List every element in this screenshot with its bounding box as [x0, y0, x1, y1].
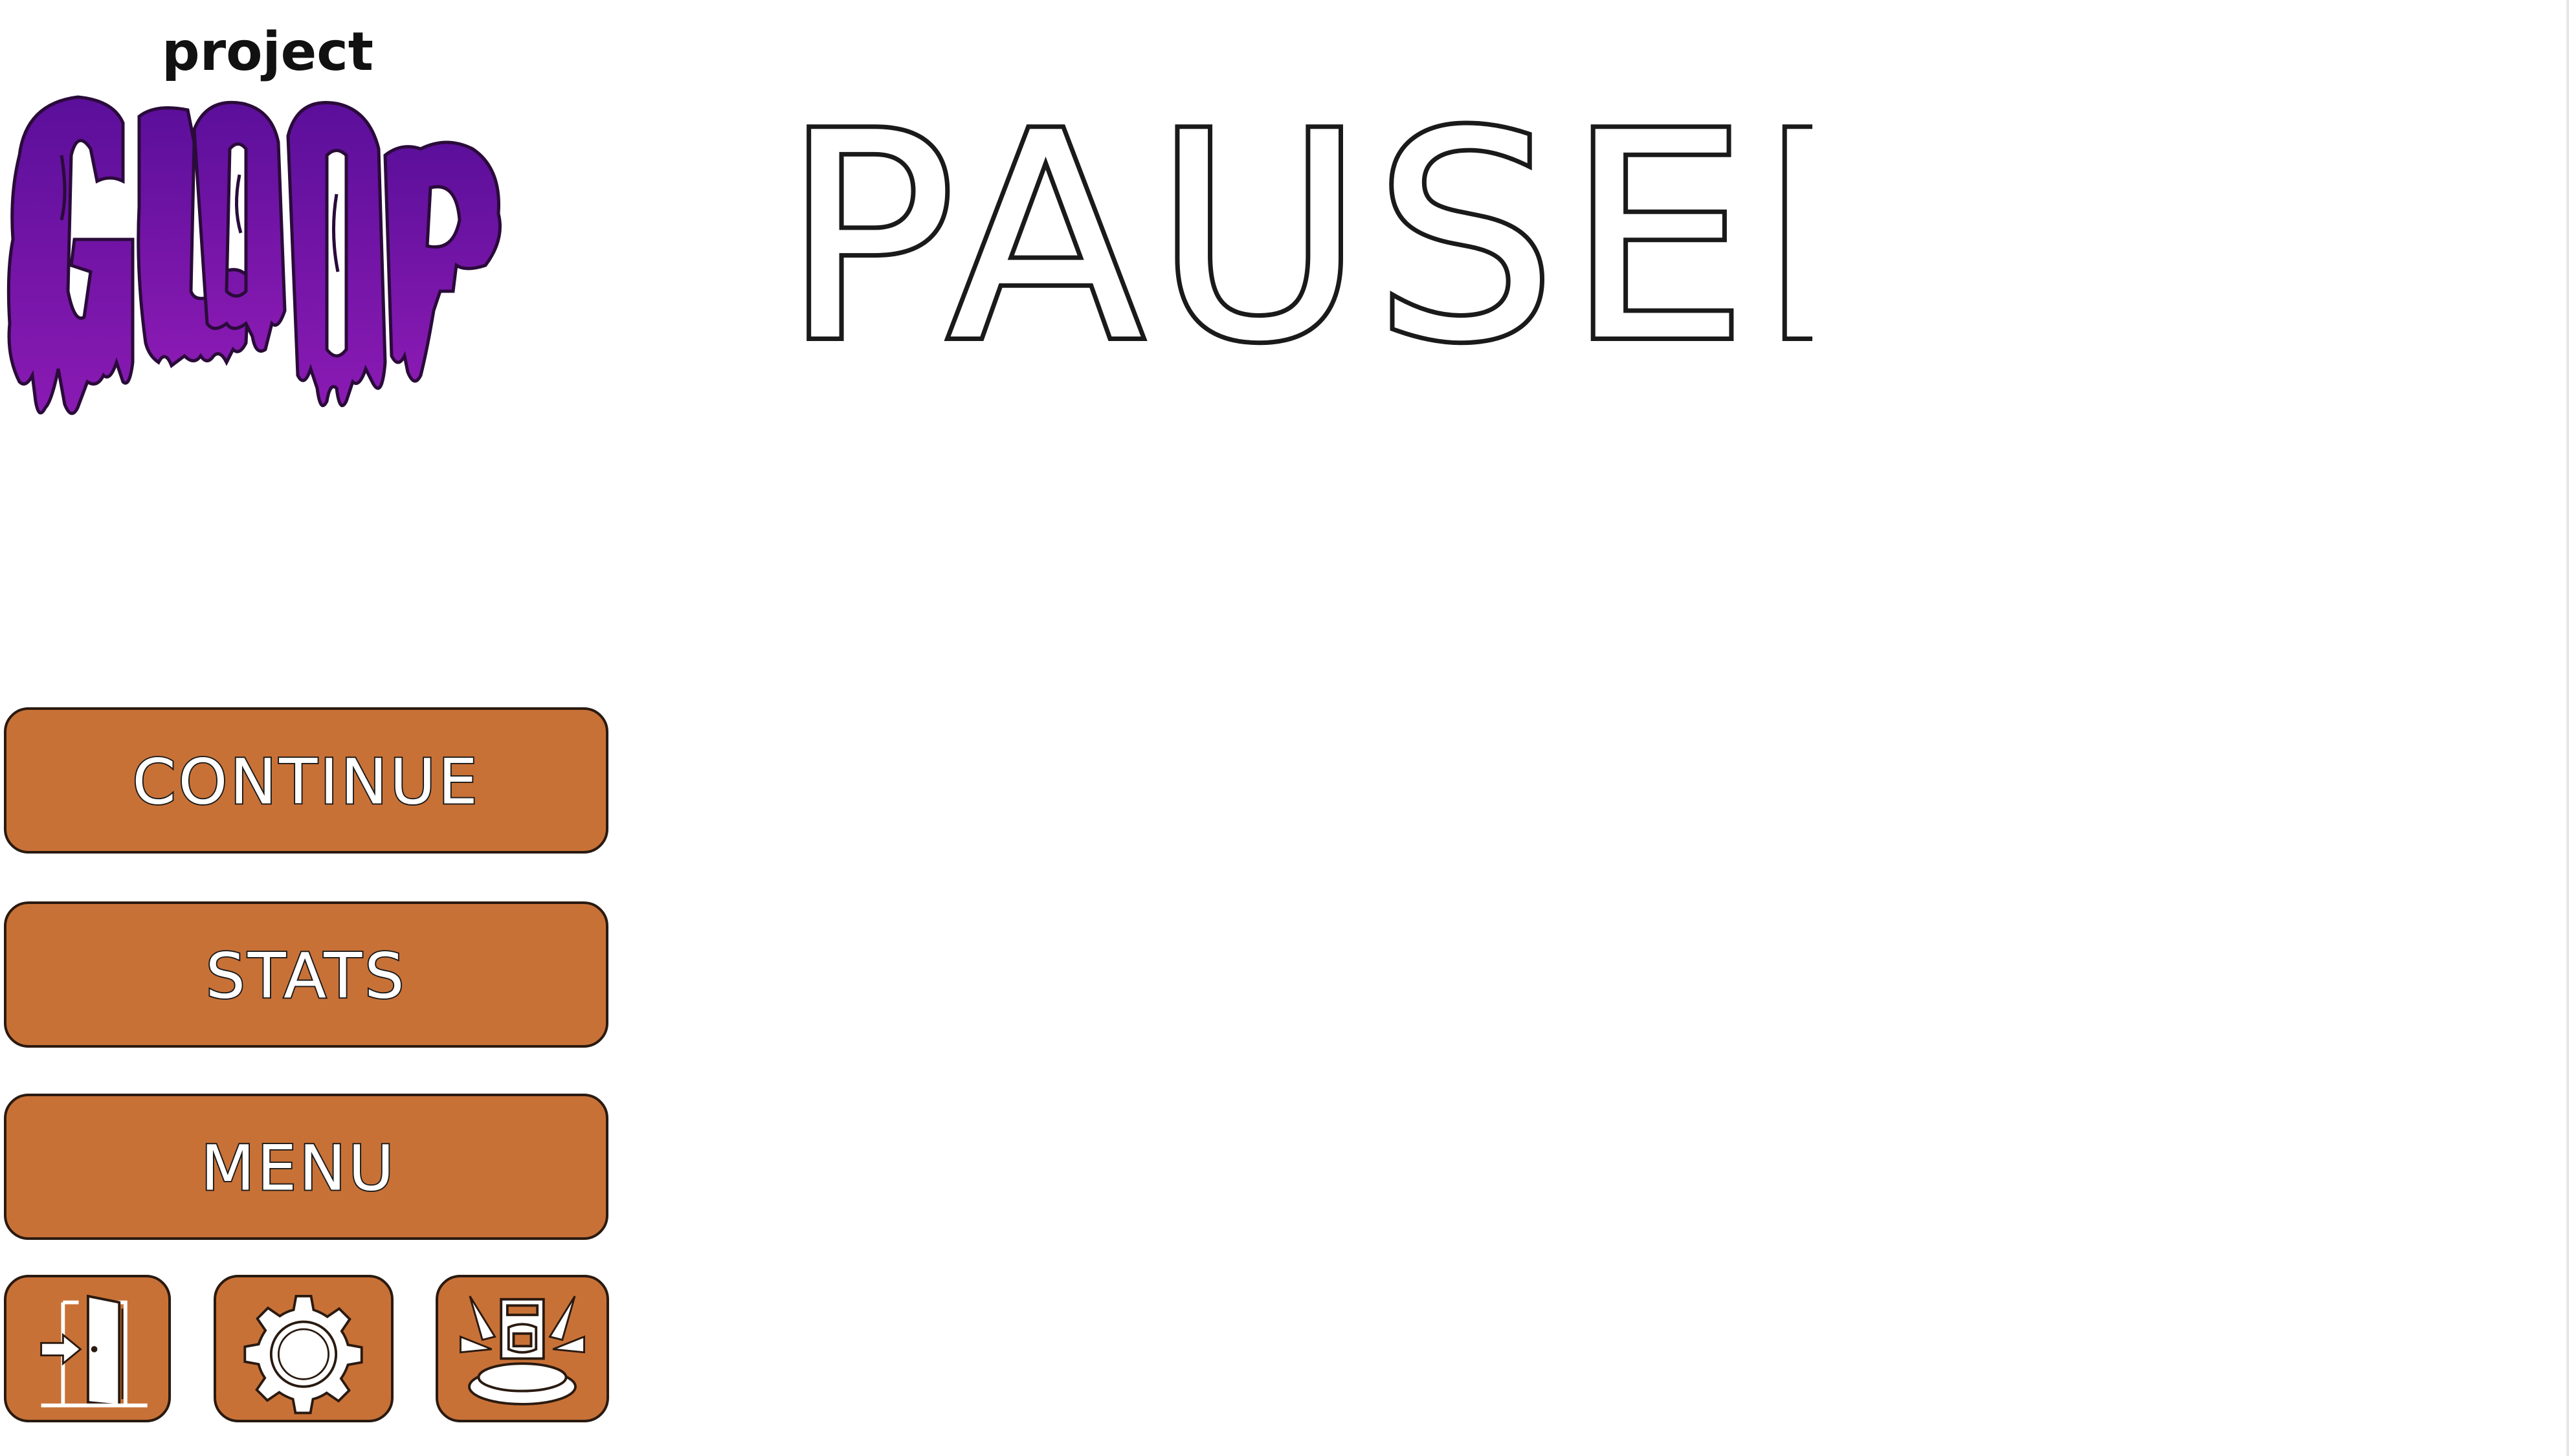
menu-button[interactable]: MENU	[4, 1094, 608, 1240]
gear-icon	[243, 1295, 363, 1415]
paused-title: PAUSED	[779, 104, 1812, 375]
right-edge-divider	[2566, 0, 2569, 1456]
logo-gloop-wordmark	[6, 95, 502, 415]
game-logo: project	[0, 19, 518, 434]
settings-button[interactable]	[214, 1275, 394, 1422]
exit-button[interactable]	[4, 1275, 171, 1422]
menu-button-label: MENU	[201, 1132, 396, 1205]
paused-title-text: PAUSED	[783, 104, 1812, 375]
shop-button[interactable]	[436, 1275, 609, 1422]
continue-button[interactable]: CONTINUE	[4, 707, 608, 854]
stats-button-label: STATS	[206, 940, 407, 1013]
logo-project-text: project	[162, 21, 373, 83]
vending-pedestal-icon	[460, 1296, 585, 1406]
stats-button[interactable]: STATS	[4, 901, 608, 1048]
continue-button-label: CONTINUE	[132, 745, 480, 819]
exit-door-icon	[40, 1294, 148, 1407]
